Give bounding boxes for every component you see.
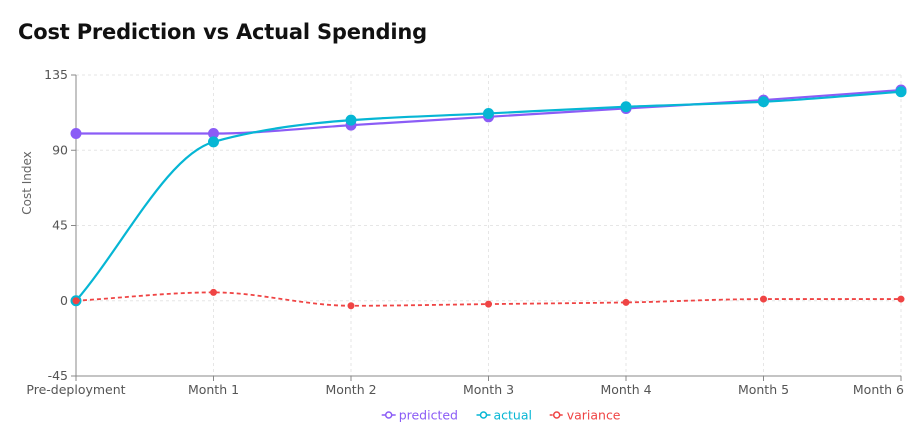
y-tick-label: 0 xyxy=(60,293,68,308)
actual-point xyxy=(758,96,769,108)
variance-point xyxy=(72,297,80,305)
y-tick-label: -45 xyxy=(48,368,68,383)
legend-item-predicted: predicted xyxy=(381,408,458,423)
legend-label: actual xyxy=(494,408,533,423)
x-tick-label: Month 1 xyxy=(188,382,239,397)
x-tick-label: Month 6 xyxy=(853,382,904,397)
legend-marker xyxy=(384,411,393,419)
series-variance xyxy=(72,288,905,310)
variance-point xyxy=(897,295,905,303)
variance-point xyxy=(622,298,630,306)
legend: predicted actual variance xyxy=(381,408,621,423)
y-tick-label: 135 xyxy=(44,67,68,82)
legend-item-variance: variance xyxy=(549,408,621,423)
legend-marker xyxy=(479,411,488,419)
actual-point xyxy=(620,101,632,113)
actual-point xyxy=(345,114,357,126)
x-tick-label: Month 4 xyxy=(600,382,651,397)
series-actual xyxy=(70,86,907,307)
tick-labels: -45 0 45 90 135 Pre-deployment Month 1 Month 2 M… xyxy=(26,67,904,397)
y-tick-label: 45 xyxy=(52,218,68,233)
legend-marker xyxy=(552,411,561,419)
legend-label: predicted xyxy=(399,408,458,423)
variance-point xyxy=(485,300,492,308)
actual-point xyxy=(483,107,494,119)
predicted-point xyxy=(70,128,82,140)
legend-label: variance xyxy=(567,408,621,423)
axes xyxy=(71,74,902,381)
x-tick-label: Month 2 xyxy=(325,382,376,397)
variance-point xyxy=(760,295,767,303)
actual-point xyxy=(895,86,907,98)
x-tick-label: Month 3 xyxy=(463,382,514,397)
x-tick-label: Pre-deployment xyxy=(26,382,125,397)
variance-point xyxy=(210,288,217,296)
y-tick-label: 90 xyxy=(52,142,68,157)
series-layer xyxy=(70,84,907,310)
chart-title: Cost Prediction vs Actual Spending xyxy=(18,20,427,44)
actual-point xyxy=(208,136,219,148)
y-axis-label: Cost Index xyxy=(20,151,34,215)
legend-item-actual: actual xyxy=(476,408,533,423)
variance-point xyxy=(347,302,355,310)
x-tick-label: Month 5 xyxy=(738,382,789,397)
